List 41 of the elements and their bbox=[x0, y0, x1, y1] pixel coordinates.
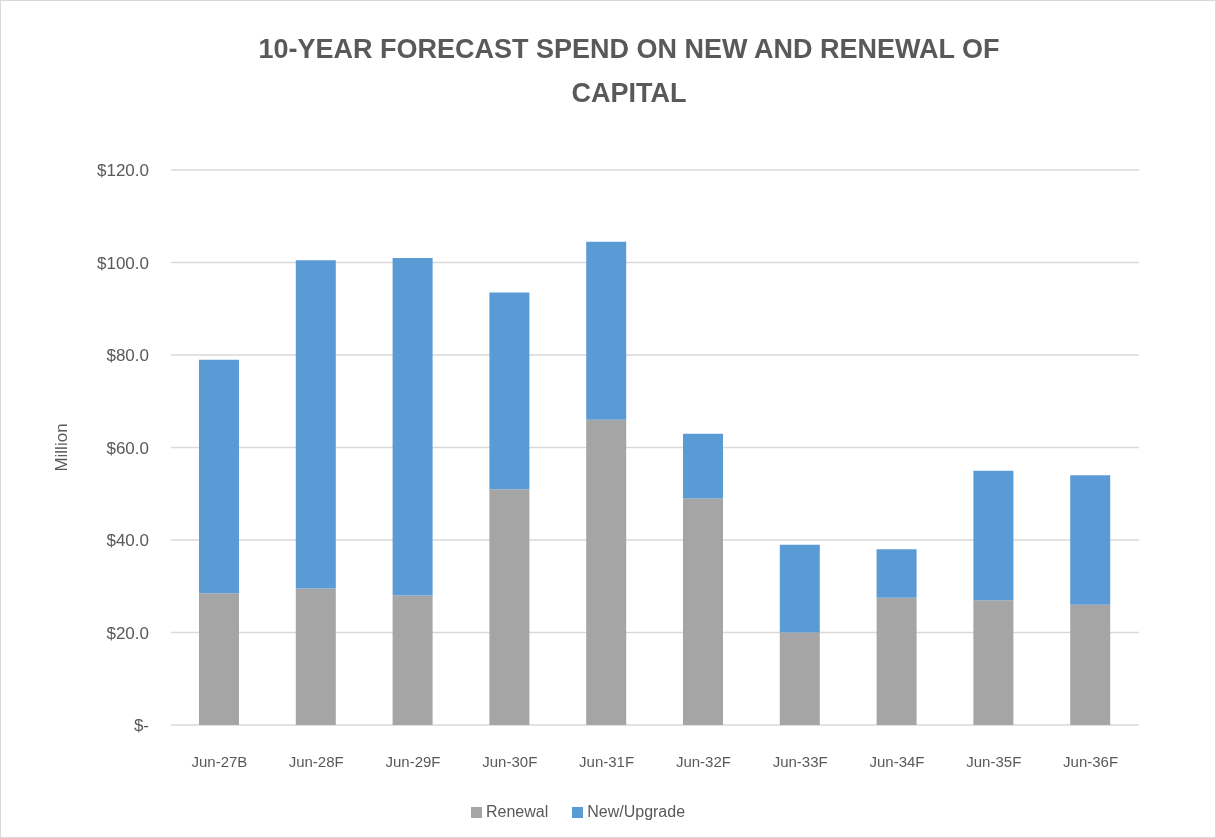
bar bbox=[586, 241, 627, 420]
y-tick-label: $100.0 bbox=[97, 253, 149, 273]
bar bbox=[973, 600, 1014, 725]
bar bbox=[489, 292, 530, 490]
y-tick-label: $20.0 bbox=[106, 623, 149, 643]
bar bbox=[586, 419, 627, 725]
x-tick-label: Jun-28F bbox=[288, 752, 344, 770]
y-tick-label: $- bbox=[133, 716, 149, 736]
bar bbox=[683, 433, 723, 499]
bar bbox=[973, 470, 1014, 601]
bar bbox=[779, 544, 820, 633]
x-tick-label: Jun-31F bbox=[579, 752, 635, 770]
x-tick-label: Jun-34F bbox=[869, 752, 925, 770]
bar bbox=[876, 597, 917, 725]
bar bbox=[489, 489, 530, 725]
bar bbox=[876, 549, 917, 598]
legend-label: Renewal bbox=[485, 803, 549, 820]
bar bbox=[199, 593, 239, 725]
legend-label: New/Upgrade bbox=[587, 803, 686, 820]
y-tick-label: $60.0 bbox=[106, 438, 149, 458]
x-tick-label: Jun-27B bbox=[191, 752, 248, 770]
bar bbox=[199, 359, 239, 594]
bar bbox=[779, 632, 820, 725]
bar bbox=[683, 498, 723, 725]
x-tick-label: Jun-29F bbox=[385, 752, 441, 770]
bar bbox=[1070, 604, 1111, 725]
y-tick-label: $120.0 bbox=[97, 161, 149, 181]
y-tick-label: $80.0 bbox=[106, 346, 149, 366]
bar bbox=[392, 595, 433, 725]
x-tick-label: Jun-32F bbox=[675, 752, 731, 770]
bar bbox=[392, 257, 433, 596]
y-axis-title: Million bbox=[52, 423, 72, 472]
y-tick-label: $40.0 bbox=[106, 531, 149, 551]
x-tick-label: Jun-36F bbox=[1063, 752, 1119, 770]
x-tick-label: Jun-30F bbox=[482, 752, 538, 770]
chart-title: 10-YEAR FORECAST SPEND ON NEW AND RENEWAL OF CAPITAL bbox=[257, 33, 1001, 110]
x-tick-label: Jun-33F bbox=[772, 752, 828, 770]
bar bbox=[295, 260, 336, 589]
bar bbox=[295, 588, 336, 725]
bar bbox=[1070, 475, 1111, 605]
x-tick-label: Jun-35F bbox=[966, 752, 1022, 770]
